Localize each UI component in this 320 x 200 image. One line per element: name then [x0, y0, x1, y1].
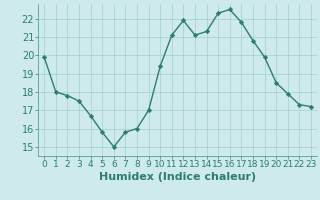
X-axis label: Humidex (Indice chaleur): Humidex (Indice chaleur) [99, 172, 256, 182]
